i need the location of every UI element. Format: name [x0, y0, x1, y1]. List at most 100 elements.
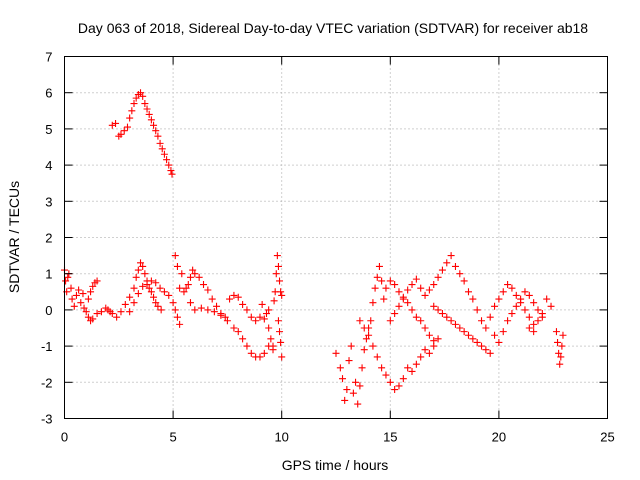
data-point	[239, 300, 247, 308]
data-point	[369, 342, 377, 350]
data-point	[154, 132, 162, 140]
data-point	[80, 304, 88, 312]
data-point	[277, 338, 285, 346]
data-point	[156, 284, 164, 292]
data-point	[486, 349, 494, 357]
data-point	[150, 293, 158, 301]
data-point	[369, 299, 377, 307]
data-point	[447, 252, 455, 260]
data-point	[230, 291, 238, 299]
data-point	[121, 300, 129, 308]
data-point	[130, 284, 138, 292]
data-point	[221, 313, 229, 321]
data-point	[421, 291, 429, 299]
data-point	[434, 335, 442, 343]
data-point	[139, 262, 147, 270]
data-point	[404, 299, 412, 307]
data-point	[447, 317, 455, 325]
data-point	[226, 295, 234, 303]
data-point	[438, 310, 446, 318]
data-point	[274, 317, 282, 325]
data-point	[150, 121, 158, 129]
x-tick-label: 25	[600, 430, 614, 445]
data-point	[87, 288, 95, 296]
data-point	[525, 313, 533, 321]
data-point	[382, 371, 390, 379]
data-point	[373, 273, 381, 281]
data-point	[197, 304, 205, 312]
data-point	[169, 299, 177, 307]
data-point	[354, 400, 362, 408]
data-point	[247, 349, 255, 357]
data-point	[273, 252, 281, 260]
data-point	[391, 386, 399, 394]
data-point	[62, 277, 70, 285]
data-point	[247, 313, 255, 321]
data-point	[184, 281, 192, 289]
data-point	[173, 313, 181, 321]
data-point	[460, 277, 468, 285]
data-point	[126, 293, 134, 301]
data-point	[252, 317, 260, 325]
data-point	[530, 320, 538, 328]
data-point	[395, 302, 403, 310]
data-point	[139, 92, 147, 100]
y-tick-label: 7	[45, 50, 52, 65]
data-point	[399, 293, 407, 301]
data-point	[443, 259, 451, 267]
data-point	[270, 297, 278, 305]
data-point	[234, 328, 242, 336]
y-tick-label: 2	[45, 231, 52, 246]
data-point	[430, 302, 438, 310]
data-point	[504, 317, 512, 325]
data-point	[152, 279, 160, 287]
data-point	[84, 295, 92, 303]
data-point	[443, 313, 451, 321]
data-point	[378, 364, 386, 372]
data-point	[547, 302, 555, 310]
data-point	[421, 346, 429, 354]
data-point	[178, 270, 186, 278]
data-point	[143, 105, 151, 113]
y-tick-label: -1	[41, 339, 53, 354]
x-tick-label: 5	[169, 430, 176, 445]
data-point	[163, 156, 171, 164]
data-point	[473, 306, 481, 314]
data-point	[375, 262, 383, 270]
data-point	[204, 306, 212, 314]
data-point	[128, 107, 136, 115]
data-point	[267, 335, 275, 343]
data-point	[269, 346, 277, 354]
data-point	[555, 349, 563, 357]
data-point	[176, 320, 184, 328]
data-point	[504, 281, 512, 289]
data-point	[89, 315, 97, 323]
data-point	[386, 277, 394, 285]
data-point	[332, 349, 340, 357]
data-point	[399, 375, 407, 383]
data-point	[217, 311, 225, 319]
data-point	[230, 324, 238, 332]
data-point	[451, 320, 459, 328]
data-point	[404, 286, 412, 294]
data-point	[147, 116, 155, 124]
data-point	[210, 308, 218, 316]
data-point	[391, 310, 399, 318]
x-tick-label: 0	[61, 430, 68, 445]
data-point	[456, 270, 464, 278]
data-point	[482, 346, 490, 354]
data-point	[349, 389, 357, 397]
data-point	[421, 324, 429, 332]
data-point	[434, 306, 442, 314]
data-point	[265, 324, 273, 332]
data-point	[165, 291, 173, 299]
data-point	[408, 306, 416, 314]
data-point	[117, 308, 125, 316]
data-point	[360, 324, 368, 332]
data-point	[152, 127, 160, 135]
data-point	[120, 127, 128, 135]
data-point	[126, 308, 134, 316]
data-point	[360, 346, 368, 354]
data-point	[160, 150, 168, 158]
data-point	[168, 170, 176, 178]
